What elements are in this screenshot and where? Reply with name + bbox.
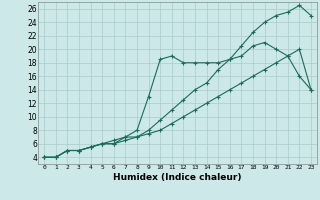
X-axis label: Humidex (Indice chaleur): Humidex (Indice chaleur) [113,173,242,182]
